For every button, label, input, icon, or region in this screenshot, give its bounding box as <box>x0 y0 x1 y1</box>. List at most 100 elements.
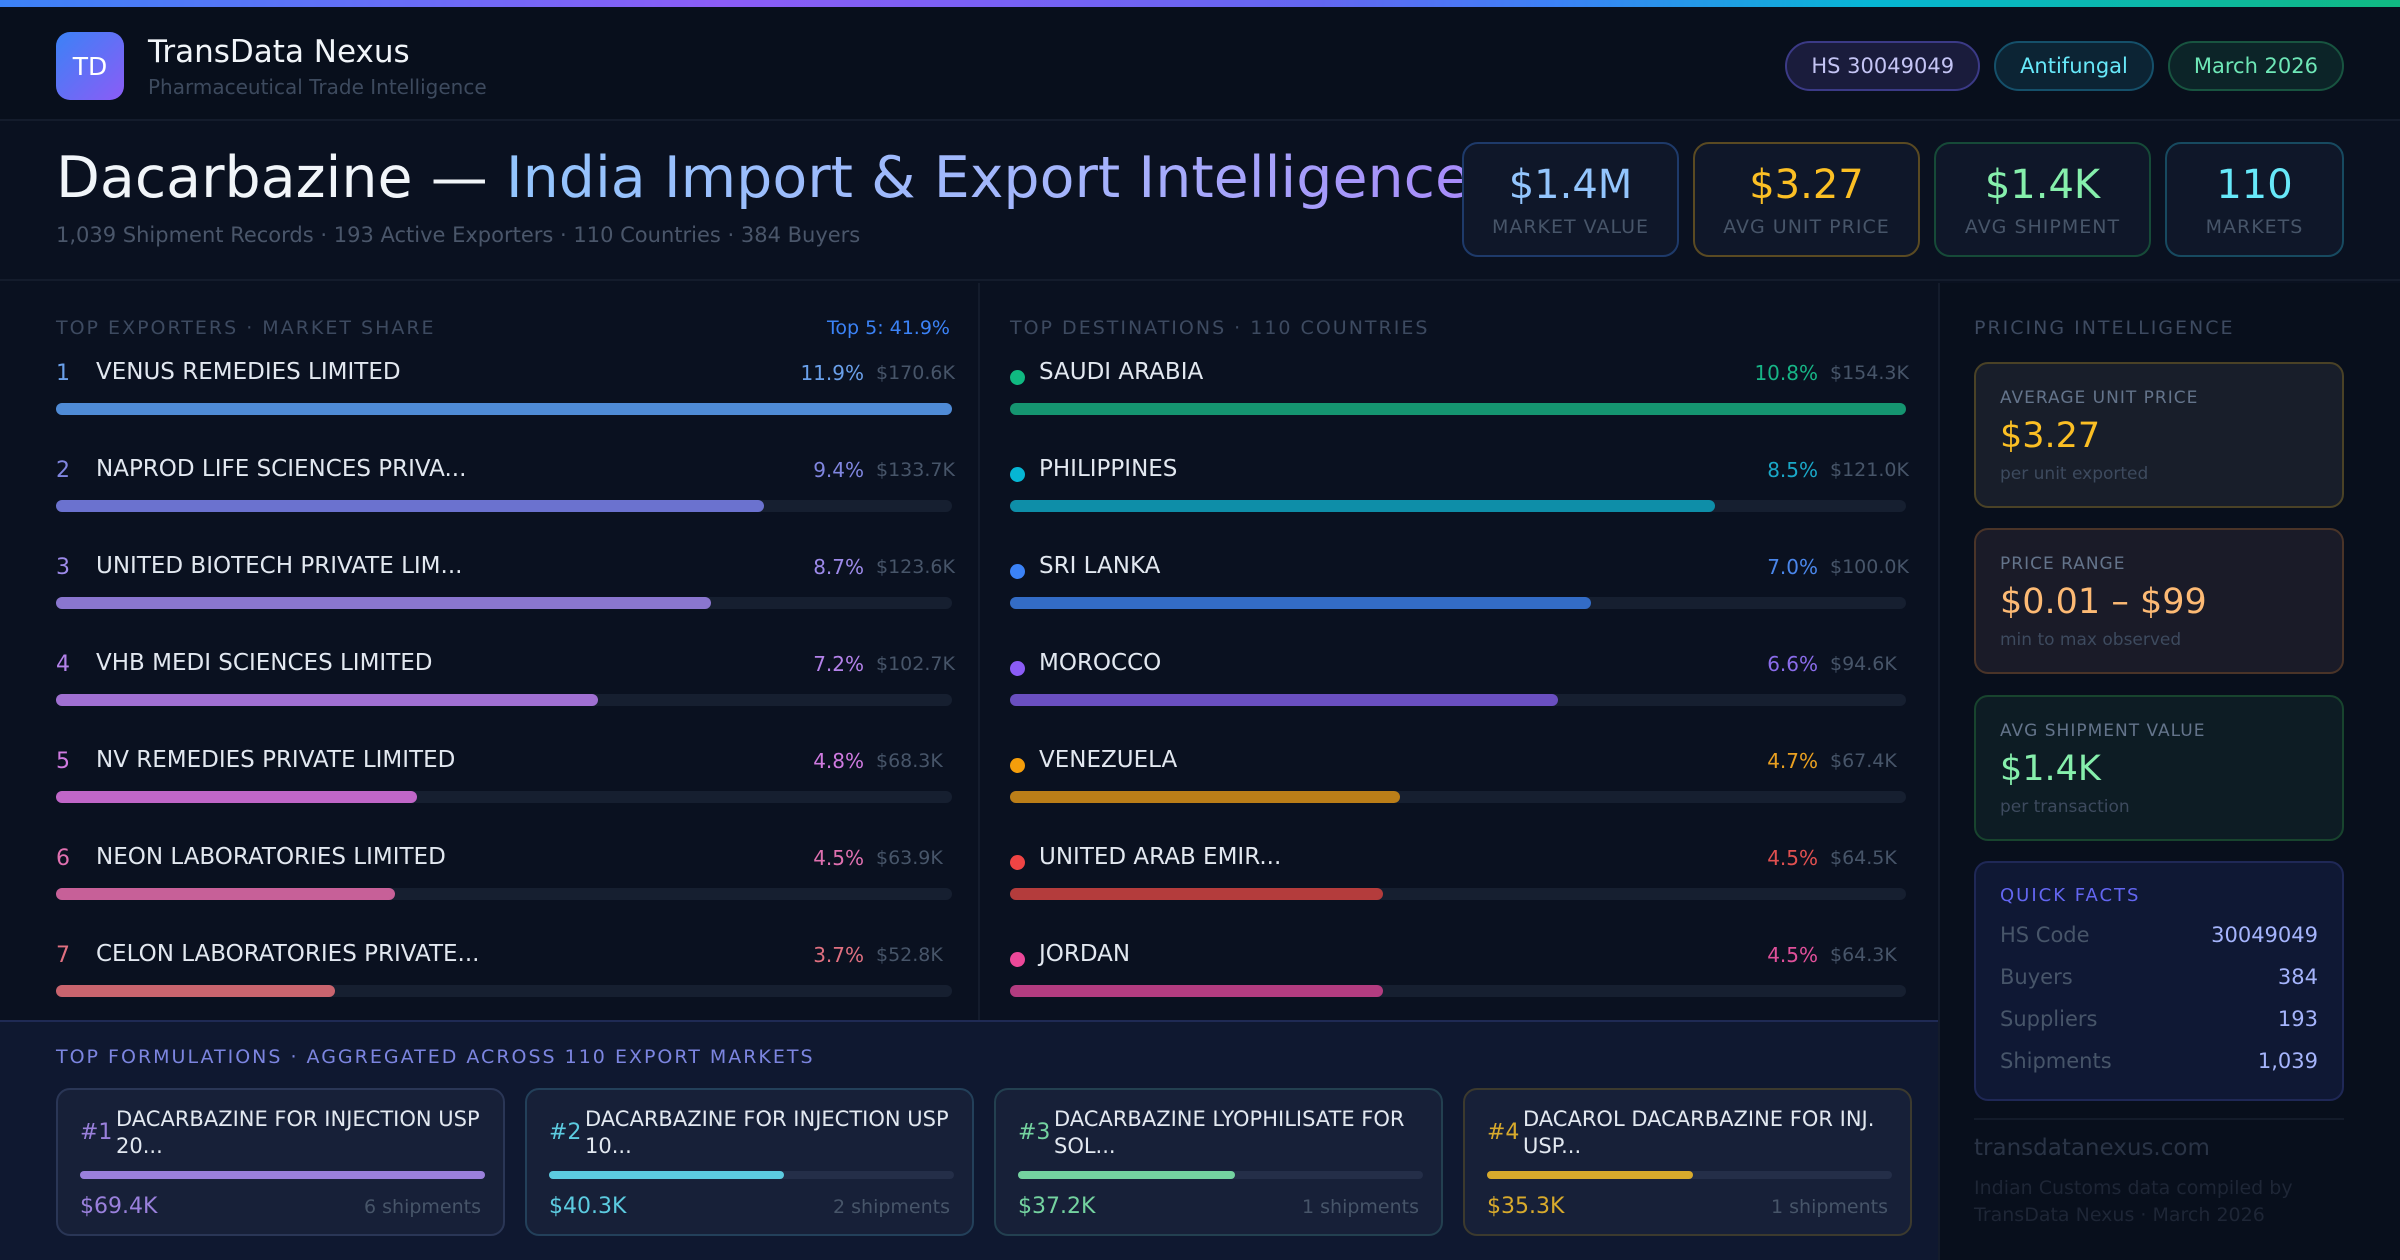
card-value: $3.27 <box>2000 416 2101 456</box>
sidebar-divider <box>1974 1118 2344 1120</box>
kpi-label: MARKETS <box>2205 215 2304 238</box>
formulation-name: DACARBAZINE FOR INJECTION USP 20... <box>116 1107 480 1158</box>
avg-shipment-value-card: AVG SHIPMENT VALUE $1.4K per transaction <box>1974 695 2344 841</box>
formulation-shipments: 6 shipments <box>364 1196 481 1218</box>
exporter-share: 9.4% <box>813 458 864 482</box>
destination-dot-icon <box>1010 370 1025 385</box>
title-product: Dacarbazine — <box>56 145 488 211</box>
top-formulations-panel: TOP FORMULATIONS · AGGREGATED ACROSS 110… <box>0 1020 1938 1260</box>
destination-row[interactable]: VENEZUELA 4.7% $67.4K <box>1010 747 1906 846</box>
destination-share-fill <box>1010 500 1716 512</box>
destination-row[interactable]: UNITED ARAB EMIR... 4.5% $64.5K <box>1010 844 1906 943</box>
destination-name: MOROCCO <box>1039 650 1162 676</box>
formulation-value-fill <box>1487 1171 1693 1179</box>
quick-fact-row: Suppliers 193 <box>2000 1007 2318 1037</box>
exporter-row[interactable]: 4 VHB MEDI SCIENCES LIMITED 7.2% $102.7K <box>56 650 955 749</box>
exporter-row[interactable]: 2 NAPROD LIFE SCIENCES PRIVA... 9.4% $133.7… <box>56 456 955 555</box>
formulation-value-fill <box>549 1171 785 1179</box>
fact-key: Buyers <box>2000 965 2073 989</box>
exporter-name: NEON LABORATORIES LIMITED <box>96 844 446 870</box>
destination-share-bar <box>1010 403 1906 415</box>
kpi-label: AVG UNIT PRICE <box>1723 215 1890 238</box>
exporter-share-fill <box>56 403 952 415</box>
kpi-value: 110 <box>2216 161 2293 208</box>
exporter-row[interactable]: 1 VENUS REMEDIES LIMITED 11.9% $170.6K <box>56 359 955 458</box>
exporter-rank: 6 <box>56 846 70 871</box>
destination-name: SAUDI ARABIA <box>1039 359 1204 385</box>
exporter-name: VHB MEDI SCIENCES LIMITED <box>96 650 433 676</box>
destination-dot-icon <box>1010 564 1025 579</box>
category-pill[interactable]: Antifungal <box>1994 41 2154 91</box>
destination-share: 4.5% <box>1767 846 1818 870</box>
destination-row[interactable]: PHILIPPINES 8.5% $121.0K <box>1010 456 1909 555</box>
destination-share: 7.0% <box>1767 555 1818 579</box>
exporter-share-bar <box>56 500 952 512</box>
card-sub: per unit exported <box>2000 464 2149 484</box>
destinations-list: SAUDI ARABIA 10.8% $154.3K PHILIPPINES 8.5% $… <box>1010 359 1909 1040</box>
title-rest: India Import & Export Intelligence <box>505 145 1471 211</box>
quick-fact-row: Buyers 384 <box>2000 965 2318 995</box>
exporter-row[interactable]: 7 CELON LABORATORIES PRIVATE... 3.7% $52.8K <box>56 941 952 1040</box>
top-accent-bar <box>0 0 2400 7</box>
kpi-label: MARKET VALUE <box>1491 215 1650 238</box>
destination-row[interactable]: MOROCCO 6.6% $94.6K <box>1010 650 1906 749</box>
exporter-share-bar <box>56 403 952 415</box>
hs-code-pill[interactable]: HS 30049049 <box>1785 41 1981 91</box>
destination-name: PHILIPPINES <box>1039 456 1178 482</box>
exporter-row[interactable]: 6 NEON LABORATORIES LIMITED 4.5% $63.9K <box>56 844 952 943</box>
destination-share: 4.7% <box>1767 749 1818 773</box>
fact-value: 193 <box>2277 1007 2318 1031</box>
destination-value: $100.0K <box>1830 556 1909 578</box>
destination-share: 10.8% <box>1754 361 1818 385</box>
destination-value: $67.4K <box>1830 750 1897 772</box>
exporter-share-fill <box>56 888 395 900</box>
destination-share-bar <box>1010 888 1906 900</box>
exporter-share-bar <box>56 888 952 900</box>
formulation-card[interactable]: #2 DACARBAZINE FOR INJECTION USP 10... $40… <box>525 1088 974 1236</box>
exporter-share-fill <box>56 985 335 997</box>
exporter-share-fill <box>56 694 599 706</box>
exporter-rank: 3 <box>56 555 70 580</box>
destination-dot-icon <box>1010 467 1025 482</box>
destination-name: SRI LANKA <box>1039 553 1161 579</box>
formulation-cards: #1 DACARBAZINE FOR INJECTION USP 20... $69… <box>56 1088 1912 1236</box>
date-pill[interactable]: March 2026 <box>2167 41 2344 91</box>
destination-share-bar <box>1010 985 1906 997</box>
exporter-rank: 2 <box>56 458 70 483</box>
destination-share-fill <box>1010 985 1384 997</box>
exporters-list: 1 VENUS REMEDIES LIMITED 11.9% $170.6K 2 NAPR… <box>56 359 955 1040</box>
exporters-section-label: TOP EXPORTERS · MARKET SHARE <box>56 317 436 339</box>
exporter-row[interactable]: 5 NV REMEDIES PRIVATE LIMITED 4.8% $68.3K <box>56 747 952 846</box>
destination-share: 4.5% <box>1767 943 1818 967</box>
brand-logo[interactable]: TD <box>56 32 124 100</box>
exporter-value: $68.3K <box>876 750 943 772</box>
formulation-card[interactable]: #3 DACARBAZINE LYOPHILISATE FOR SOL... $37… <box>994 1088 1443 1236</box>
fact-value: 1,039 <box>2257 1049 2318 1073</box>
exporter-value: $170.6K <box>876 362 955 384</box>
destination-row[interactable]: SAUDI ARABIA 10.8% $154.3K <box>1010 359 1909 458</box>
brand-name: TransData Nexus <box>148 34 410 70</box>
destination-share: 6.6% <box>1767 652 1818 676</box>
card-sub: min to max observed <box>2000 630 2182 650</box>
kpi-value: $1.4M <box>1508 161 1633 208</box>
destination-dot-icon <box>1010 758 1025 773</box>
formulation-shipments: 1 shipments <box>1771 1196 1888 1218</box>
destination-dot-icon <box>1010 952 1025 967</box>
kpi-market-value: $1.4M MARKET VALUE <box>1462 142 1679 257</box>
tag-pills: HS 30049049 Antifungal March 2026 <box>1785 41 2344 91</box>
destination-row[interactable]: SRI LANKA 7.0% $100.0K <box>1010 553 1909 652</box>
card-sub: per transaction <box>2000 797 2130 817</box>
formulation-card[interactable]: #4 DACAROL DACARBAZINE FOR INJ. USP... $35… <box>1463 1088 1912 1236</box>
formulation-card[interactable]: #1 DACARBAZINE FOR INJECTION USP 20... $69… <box>56 1088 505 1236</box>
app-header: TD TransData Nexus Pharmaceutical Trade … <box>0 7 2400 121</box>
exporter-row[interactable]: 3 UNITED BIOTECH PRIVATE LIM... 8.7% $123.6… <box>56 553 955 652</box>
exporter-share-bar <box>56 694 952 706</box>
destination-row[interactable]: JORDAN 4.5% $64.3K <box>1010 941 1906 1040</box>
page-subtitle: 1,039 Shipment Records · 193 Active Expo… <box>56 223 861 247</box>
destination-name: JORDAN <box>1039 941 1131 967</box>
exporter-share: 8.7% <box>813 555 864 579</box>
exporter-value: $123.6K <box>876 556 955 578</box>
kpi-avg-unit-price: $3.27 AVG UNIT PRICE <box>1693 142 1920 257</box>
footer-site-link[interactable]: transdatanexus.com <box>1974 1135 2210 1161</box>
top-exporters-panel: TOP EXPORTERS · MARKET SHARE Top 5: 41.9… <box>0 283 980 1020</box>
